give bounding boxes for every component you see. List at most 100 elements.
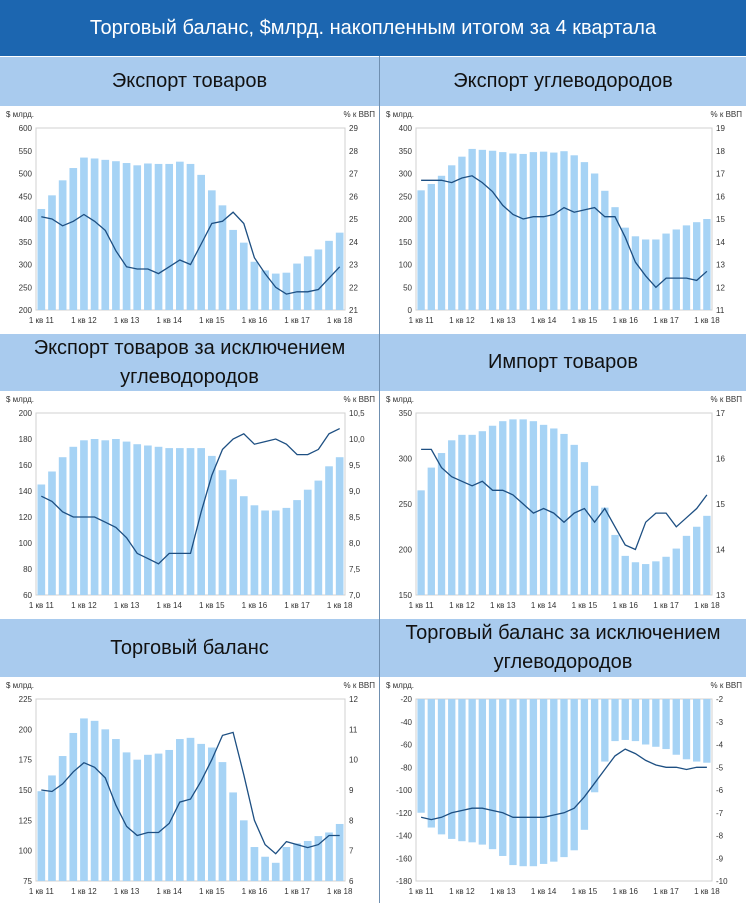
x-tick-label: 1 кв 15 [199,601,225,610]
bar [652,561,660,595]
bar [176,739,184,881]
bar [112,439,120,595]
bar [499,421,507,595]
bar [293,843,301,881]
page-title: Торговый баланс, $млрд. накопленным итог… [89,16,657,39]
y-tick-label: 450 [19,192,33,201]
y2-tick-label: 9 [349,786,354,795]
y-tick-label: 150 [399,238,413,247]
x-tick-label: 1 кв 11 [409,601,435,610]
x-tick-label: 1 кв 16 [612,316,638,325]
bar [37,208,46,310]
x-tick-label: 1 кв 11 [409,887,435,896]
chart-import-goods: $ млрд. % к ВВП 150 200 250 300 350 13 14 15 16 17 1… [380,391,746,617]
y2-tick-label: 14 [716,238,725,247]
y-tick-label: 400 [19,215,33,224]
bar [218,762,227,881]
bar [133,759,142,881]
bar [154,446,163,595]
bar [314,249,323,310]
bar [48,775,56,881]
bar [478,699,487,845]
bar [437,699,446,835]
bar [69,732,78,881]
bar [590,699,599,793]
x-tick-label: 1 кв 18 [694,601,720,610]
bar [519,153,527,310]
bar [303,840,312,881]
bar [509,699,517,866]
bar [293,263,301,310]
bar [662,556,670,595]
series-line [41,731,340,855]
bar [458,156,466,310]
bar [229,479,237,595]
x-tick-label: 1 кв 13 [114,316,140,325]
x-tick-label: 1 кв 13 [114,601,140,610]
y2-tick-label: 11 [716,306,725,315]
y2-tick-label: 10,5 [349,409,365,418]
y-tick-label: 100 [399,261,413,270]
x-tick-label: 1 кв 17 [653,316,679,325]
bar [112,739,120,881]
bar [90,720,99,881]
x-tick-label: 1 кв 15 [572,887,598,896]
bar [218,205,227,310]
bar [58,457,67,595]
bar [590,173,599,310]
x-tick-label: 1 кв 14 [531,887,557,896]
y2-axis-unit-label: % к ВВП [711,110,743,119]
bar [499,699,507,856]
y-tick-label: 160 [19,461,33,470]
panel-title-trade-balance-non-hydrocarbons: Торговый баланс за исключением углеводор… [380,619,746,677]
y2-tick-label: 10,0 [349,435,365,444]
panel-title-export-goods: Экспорт товаров [0,57,379,106]
bar [641,564,650,595]
bar [621,555,629,595]
y-tick-label: 250 [399,192,413,201]
y2-tick-label: 26 [349,192,358,201]
chart-import-goods-svg: $ млрд. % к ВВП 150 200 250 300 350 13 14 15 16 17 1… [386,395,742,610]
y2-tick-label: 9,5 [349,461,361,470]
y2-tick-label: -8 [716,832,724,841]
bar [271,510,280,595]
y2-tick-label: 15 [716,500,725,509]
y2-tick-label: 12 [716,283,725,292]
y2-tick-label: 29 [349,124,358,133]
x-tick-label: 1 кв 18 [327,316,353,325]
bar [271,273,280,310]
bar [218,470,227,595]
bar [229,229,237,310]
bar [611,207,619,310]
y-axis-unit-label: $ млрд. [6,395,34,404]
bar [112,161,120,310]
bar [570,155,578,310]
y-axis-unit-label: $ млрд. [6,110,34,119]
bar [539,699,548,864]
y-tick-label: 300 [19,261,33,270]
y2-tick-label: 13 [716,591,725,600]
x-tick-label: 1 кв 15 [199,316,225,325]
bar [570,444,578,595]
x-tick-label: 1 кв 17 [284,887,310,896]
x-tick-label: 1 кв 14 [531,316,557,325]
bar [229,792,237,881]
bar [261,270,269,310]
x-tick-label: 1 кв 12 [449,887,475,896]
y2-tick-label: 22 [349,283,358,292]
y-tick-label: 80 [23,565,32,574]
bar [122,441,131,595]
bar [570,699,578,851]
bar [48,195,56,310]
bar [662,233,670,310]
column-divider [379,56,380,903]
y2-tick-label: 13 [716,261,725,270]
bar [293,500,301,595]
y2-tick-label: 16 [716,455,725,464]
x-tick-label: 1 кв 14 [156,601,182,610]
bar [539,151,548,310]
x-tick-label: 1 кв 12 [449,601,475,610]
y-axis-unit-label: $ млрд. [386,681,414,690]
y-tick-label: 300 [399,170,413,179]
y-tick-label: -100 [396,786,413,795]
